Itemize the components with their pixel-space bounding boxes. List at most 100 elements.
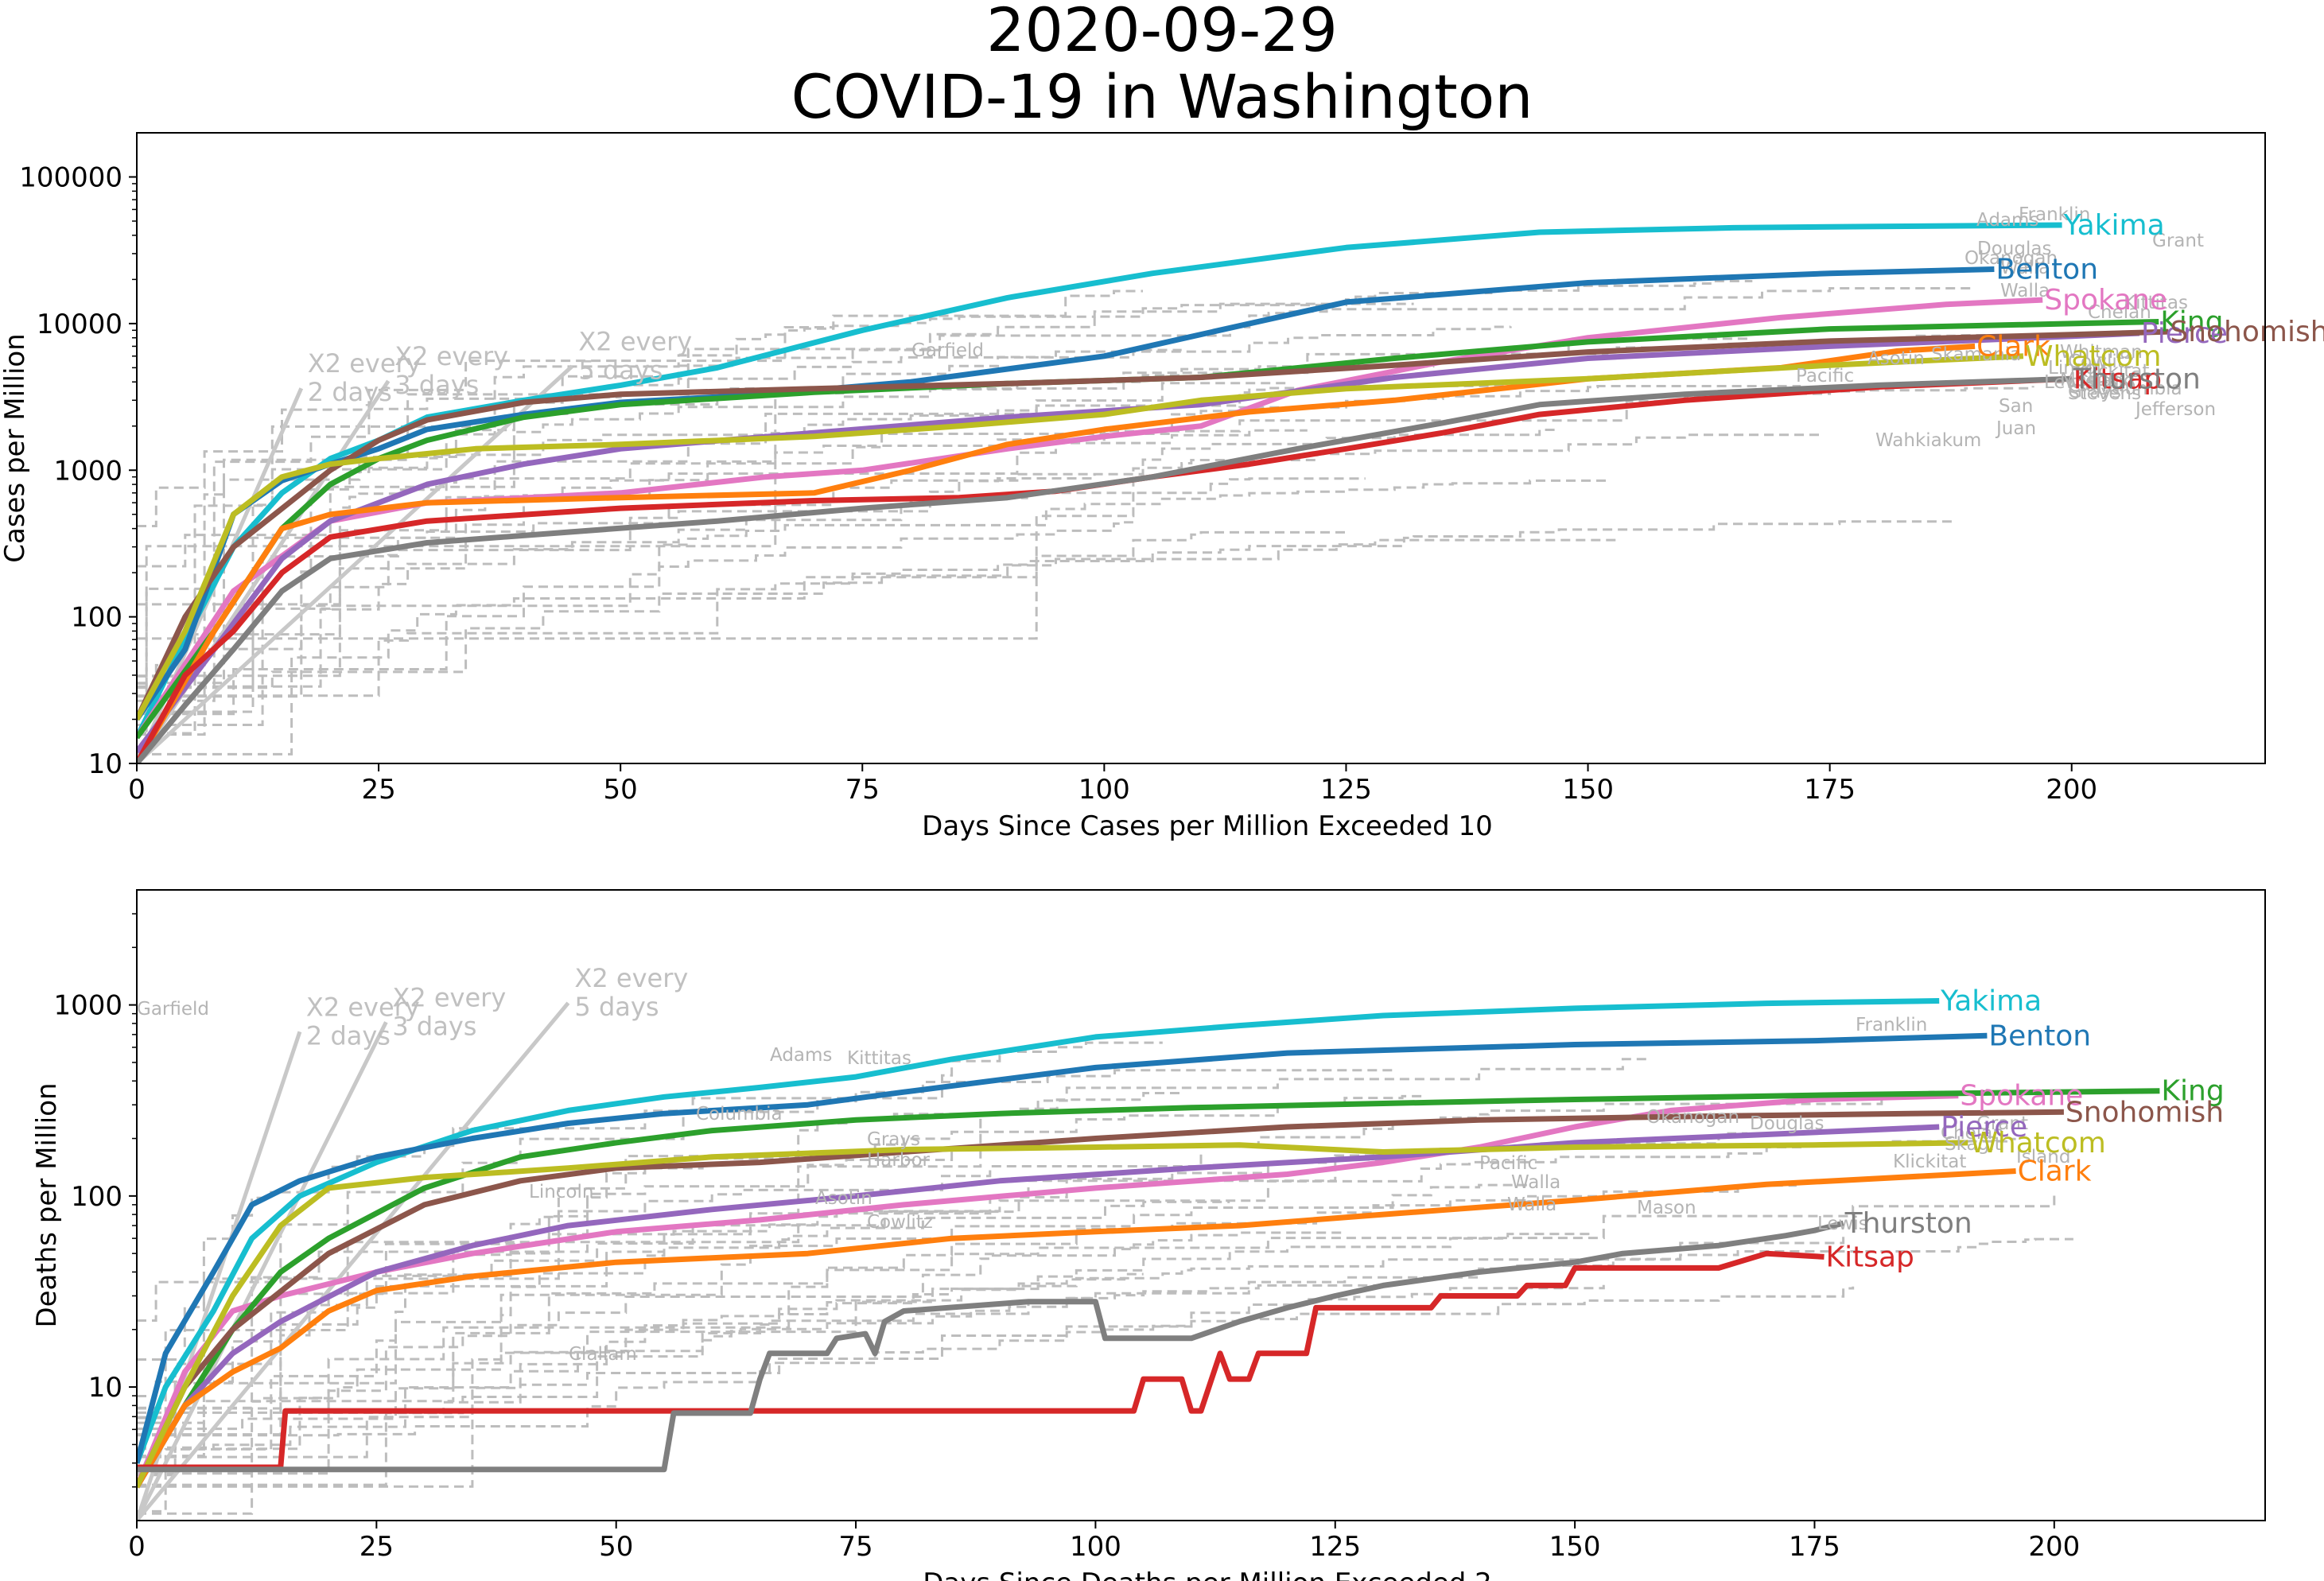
county-label: Stevens: [2068, 383, 2141, 404]
x-axis-label: Days Since Deaths per Million Exceeded 2: [923, 1567, 1492, 1581]
reference-label: X2 every 3 days: [394, 341, 508, 400]
series-line-yakima: [137, 222, 2062, 740]
county-label: Island: [2016, 1147, 2070, 1167]
county-label: Cowlitz: [867, 1212, 933, 1233]
county-label: Lewis: [2044, 372, 2095, 393]
county-label: Mason: [1637, 1198, 1696, 1218]
series-label-snohomish: Snohomish: [2066, 1096, 2224, 1128]
series-label-whatcom: Whatcom: [1969, 1127, 2105, 1160]
series-label-thurston: Thurston: [2073, 363, 2201, 395]
y-tick-label: 1000: [53, 455, 122, 487]
county-label: Grays: [867, 1129, 920, 1150]
y-tick-label: 100: [71, 602, 122, 634]
background-county-labels: Garfield Adams Kittitas Franklin Columbia Gra…: [137, 999, 2070, 1365]
series-line-kitsap: [137, 1250, 1825, 1470]
series-line-thurston: [137, 375, 2072, 763]
county-label: Lincoln: [2048, 358, 2112, 379]
series-line-spokane: [137, 1093, 1959, 1489]
county-label: Asotin: [1867, 348, 1925, 369]
county-label: Okanogan: [1965, 248, 2058, 269]
x-tick-label: 200: [2046, 774, 2097, 806]
county-label: Island: [2081, 371, 2135, 391]
series-line-clark: [137, 1168, 2016, 1489]
reference-label: X2 every 5 days: [574, 963, 688, 1022]
county-label: Wahkiakum: [1875, 430, 1981, 451]
county-label: Grant: [2152, 231, 2204, 251]
county-label: Franklin: [1856, 1015, 1927, 1035]
county-label: Kittitas: [847, 1048, 911, 1069]
y-tick-label: 10000: [37, 309, 122, 340]
county-label: Walla: [1507, 1194, 1556, 1215]
county-label: Adams: [1976, 210, 2038, 231]
background-county-line: [137, 1183, 1527, 1513]
series-line-benton: [137, 1032, 1988, 1464]
y-tick-label: 100: [71, 1181, 122, 1213]
county-label: Columbia: [696, 1104, 783, 1125]
county-label: Whitman: [2060, 342, 2143, 363]
x-tick-label: 25: [359, 1531, 394, 1563]
chart-panel-2: Garfield Adams Kittitas Franklin Columbia Gra…: [31, 889, 2266, 1581]
county-label: Clallam: [2068, 375, 2136, 396]
x-tick-label: 25: [361, 774, 395, 806]
series-label-clark: Clark: [1976, 330, 2050, 363]
reference-line-3-days: [137, 1021, 388, 1521]
background-county-line: [137, 1154, 1432, 1410]
background-county-line: [137, 429, 1308, 735]
county-label: Pacific: [1479, 1153, 1537, 1174]
series-line-pierce: [137, 330, 2140, 754]
county-label: Clallam: [569, 1344, 637, 1365]
series-label-pierce: Pierce: [2141, 317, 2228, 350]
x-axis: 0 25 50 75 100 125 150 175 200: [128, 1521, 2080, 1563]
background-county-line: [137, 1041, 1163, 1458]
series-line-yakima: [137, 998, 1940, 1464]
background-county-line: [137, 538, 1617, 690]
x-tick-label: 150: [1562, 774, 1614, 806]
reference-label: X2 every 3 days: [392, 982, 506, 1041]
county-label: Juan: [1995, 418, 2036, 439]
background-county-line: [137, 1231, 1345, 1475]
series-label-spokane: Spokane: [2044, 284, 2167, 317]
county-label: Skagit: [1945, 1134, 2002, 1155]
county-label: Okanogan: [1646, 1107, 1739, 1128]
county-label: Walla: [1511, 1172, 1560, 1193]
y-axis-label: Deaths per Million: [31, 1082, 63, 1327]
background-county-line: [137, 1091, 1183, 1361]
series-label-spokane: Spokane: [1960, 1080, 2083, 1113]
county-label: Grays: [2068, 382, 2121, 402]
background-county-line: [137, 473, 1096, 713]
county-label: Columbia: [2096, 379, 2182, 399]
x-tick-label: 200: [2028, 1531, 2080, 1563]
series-label-benton: Benton: [1988, 1020, 2091, 1052]
x-tick-label: 125: [1309, 1531, 1361, 1563]
background-county-line: [137, 521, 1133, 716]
county-label: Lewis: [1817, 1214, 1868, 1234]
series-label-king: King: [2160, 306, 2223, 339]
county-label: Garfield: [137, 999, 209, 1020]
reference-label: X2 every 2 days: [308, 348, 422, 407]
background-county-line: [137, 529, 1347, 756]
background-county-line: [137, 384, 1511, 678]
series-label-king: King: [2161, 1075, 2224, 1108]
county-label: Pacific: [1796, 366, 1854, 387]
x-axis-label: Days Since Cases per Million Exceeded 10: [922, 810, 1493, 842]
series-label-whatcom: Whatcom: [2025, 340, 2161, 373]
reference-line-5-days: [137, 1001, 570, 1521]
county-label: Harbor: [867, 1150, 931, 1171]
background-county-line: [137, 385, 1801, 606]
county-label: Chelan: [1941, 1123, 2004, 1144]
y-axis: 10 100 1000 10000 100000: [19, 162, 137, 780]
background-county-line: [137, 1237, 2073, 1459]
county-label: Mason: [2060, 370, 2120, 390]
y-tick-label: 10: [88, 1372, 122, 1404]
series-line-whatcom: [137, 1140, 1968, 1489]
county-label: San: [1999, 396, 2033, 417]
x-tick-label: 150: [1549, 1531, 1601, 1563]
county-label: Klickitat: [2076, 361, 2149, 382]
series-line-kitsap: [137, 375, 2072, 763]
county-label: Kittitas: [2124, 293, 2188, 313]
background-county-line: [137, 1286, 1855, 1437]
county-label: Lincoln: [529, 1182, 593, 1202]
background-county-line: [137, 287, 1976, 702]
reference-label: X2 every 5 days: [578, 326, 692, 385]
